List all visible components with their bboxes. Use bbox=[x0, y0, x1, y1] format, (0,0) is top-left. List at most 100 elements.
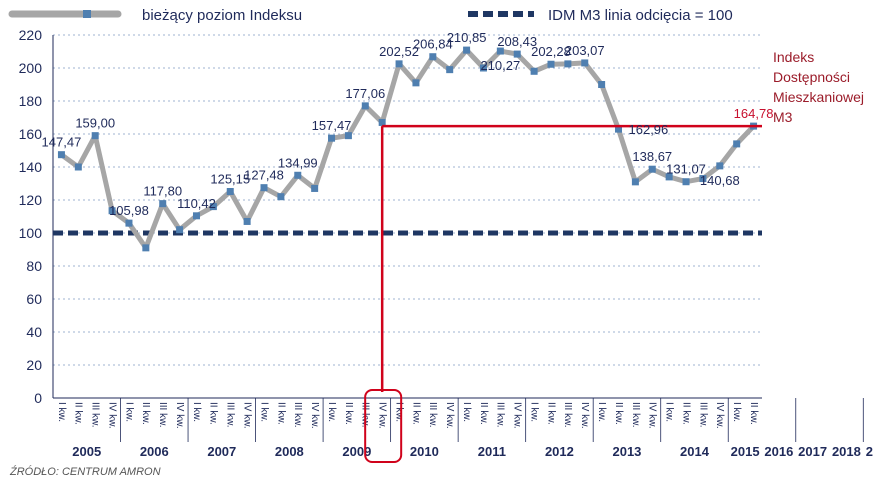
x-quarter-label: II kw. bbox=[73, 402, 84, 425]
x-quarter-label: I kw. bbox=[664, 402, 675, 422]
data-label: 147,47 bbox=[42, 135, 82, 150]
x-quarter-label: II kw. bbox=[748, 402, 759, 425]
x-year-label: 2009 bbox=[342, 444, 371, 459]
series-marker bbox=[378, 118, 386, 126]
x-year-label: 2007 bbox=[207, 444, 236, 459]
series-marker bbox=[412, 79, 420, 87]
series-marker bbox=[226, 188, 234, 196]
series-marker bbox=[192, 212, 200, 220]
x-quarter-label: IV kw. bbox=[512, 402, 523, 429]
data-label: 138,67 bbox=[632, 149, 672, 164]
reference-lines bbox=[364, 124, 762, 463]
data-label: 110,42 bbox=[177, 196, 216, 211]
data-label: 206,84 bbox=[413, 37, 453, 52]
x-quarter-label: I kw. bbox=[56, 402, 67, 422]
data-label: 127,48 bbox=[244, 168, 284, 183]
y-tick-label: 80 bbox=[26, 258, 42, 274]
series-marker bbox=[260, 184, 268, 192]
data-label: 117,80 bbox=[143, 184, 182, 199]
series-marker bbox=[615, 125, 623, 133]
annotation-line: Mieszkaniowej bbox=[773, 89, 864, 105]
x-quarter-label: I kw. bbox=[528, 402, 539, 422]
y-tick-label: 160 bbox=[19, 126, 43, 142]
legend-cutoff-label: IDM M3 linia odcięcia = 100 bbox=[548, 7, 733, 24]
x-quarter-label: II kw. bbox=[208, 402, 219, 425]
series-marker bbox=[716, 162, 724, 170]
y-tick-label: 180 bbox=[19, 93, 43, 109]
x-quarter-label: I kw. bbox=[731, 402, 742, 422]
series-marker bbox=[564, 60, 572, 68]
data-label: 140,68 bbox=[700, 173, 740, 188]
x-year-label: 2014 bbox=[680, 444, 710, 459]
series-marker bbox=[496, 47, 504, 55]
y-tick-label: 20 bbox=[26, 357, 42, 373]
legend-series-marker bbox=[83, 10, 91, 18]
annotation-line: Indeks bbox=[773, 49, 814, 65]
x-quarter-label: II kw. bbox=[680, 402, 691, 425]
x-quarter-label: II kw. bbox=[343, 402, 354, 425]
series-marker bbox=[733, 140, 741, 148]
series-marker bbox=[344, 132, 352, 140]
x-quarter-label: III kw. bbox=[90, 402, 101, 428]
y-tick-label: 200 bbox=[19, 60, 43, 76]
x-quarter-label: III kw. bbox=[697, 402, 708, 428]
data-label: 159,00 bbox=[75, 116, 115, 131]
x-year-label: 2016 bbox=[764, 444, 793, 459]
x-year-label: 2019 bbox=[866, 444, 873, 459]
data-label: 131,07 bbox=[666, 162, 706, 177]
y-tick-label: 220 bbox=[19, 27, 43, 43]
series-marker bbox=[682, 178, 690, 186]
series-marker bbox=[699, 175, 707, 183]
x-quarter-label: II kw. bbox=[545, 402, 556, 425]
x-quarter-label: IV kw. bbox=[579, 402, 590, 429]
series-marker bbox=[125, 219, 133, 227]
x-quarter-label: III kw. bbox=[630, 402, 641, 428]
series-marker bbox=[513, 50, 521, 58]
series-marker bbox=[209, 203, 217, 211]
series-marker bbox=[631, 178, 639, 186]
x-quarter-label: III kw. bbox=[427, 402, 438, 428]
annotation: Indeks Dostępności Mieszkaniowej M3 bbox=[773, 49, 864, 125]
data-label: 202,52 bbox=[379, 44, 419, 59]
x-quarter-label: I kw. bbox=[326, 402, 337, 422]
data-label: 157,47 bbox=[312, 118, 352, 133]
series-markers bbox=[57, 46, 758, 252]
data-label: 202,28 bbox=[531, 44, 571, 59]
legend: bieżący poziom Indeksu IDM M3 linia odci… bbox=[8, 7, 733, 24]
x-quarter-label: III kw. bbox=[292, 402, 303, 428]
series-marker bbox=[277, 193, 285, 201]
highlight-year-box bbox=[364, 389, 403, 463]
series-marker bbox=[463, 46, 471, 54]
x-quarter-label: IV kw. bbox=[714, 402, 725, 429]
data-label: 210,27 bbox=[480, 58, 520, 73]
data-label: 134,99 bbox=[278, 155, 318, 170]
series-marker bbox=[395, 60, 403, 68]
x-quarter-label: IV kw. bbox=[309, 402, 320, 429]
y-tick-label: 0 bbox=[34, 390, 42, 406]
series-marker bbox=[294, 171, 302, 179]
x-year-label: 2006 bbox=[140, 444, 169, 459]
x-quarter-label: IV kw. bbox=[174, 402, 185, 429]
series-marker bbox=[142, 244, 150, 252]
x-quarter-label: I kw. bbox=[393, 402, 404, 422]
series-marker bbox=[328, 134, 336, 142]
x-year-label: 2013 bbox=[612, 444, 641, 459]
data-label: 125,15 bbox=[210, 172, 250, 187]
x-year-label: 2017 bbox=[798, 444, 827, 459]
data-label: 177,06 bbox=[345, 86, 385, 101]
x-year-label: 2011 bbox=[478, 444, 506, 459]
x-quarter-label: III kw. bbox=[495, 402, 506, 428]
x-year-label: 2010 bbox=[410, 444, 439, 459]
series-marker bbox=[665, 173, 673, 181]
x-year-label: 2008 bbox=[275, 444, 304, 459]
x-year-label: 2015 bbox=[731, 444, 760, 459]
x-quarter-label: I kw. bbox=[461, 402, 472, 422]
series-marker bbox=[648, 165, 656, 173]
x-quarter-label: IV kw. bbox=[647, 402, 658, 429]
series-marker bbox=[547, 60, 555, 68]
y-tick-label: 60 bbox=[26, 291, 42, 307]
series-marker bbox=[598, 81, 606, 88]
y-tick-label: 40 bbox=[26, 324, 42, 340]
legend-series-label: bieżący poziom Indeksu bbox=[142, 7, 302, 24]
